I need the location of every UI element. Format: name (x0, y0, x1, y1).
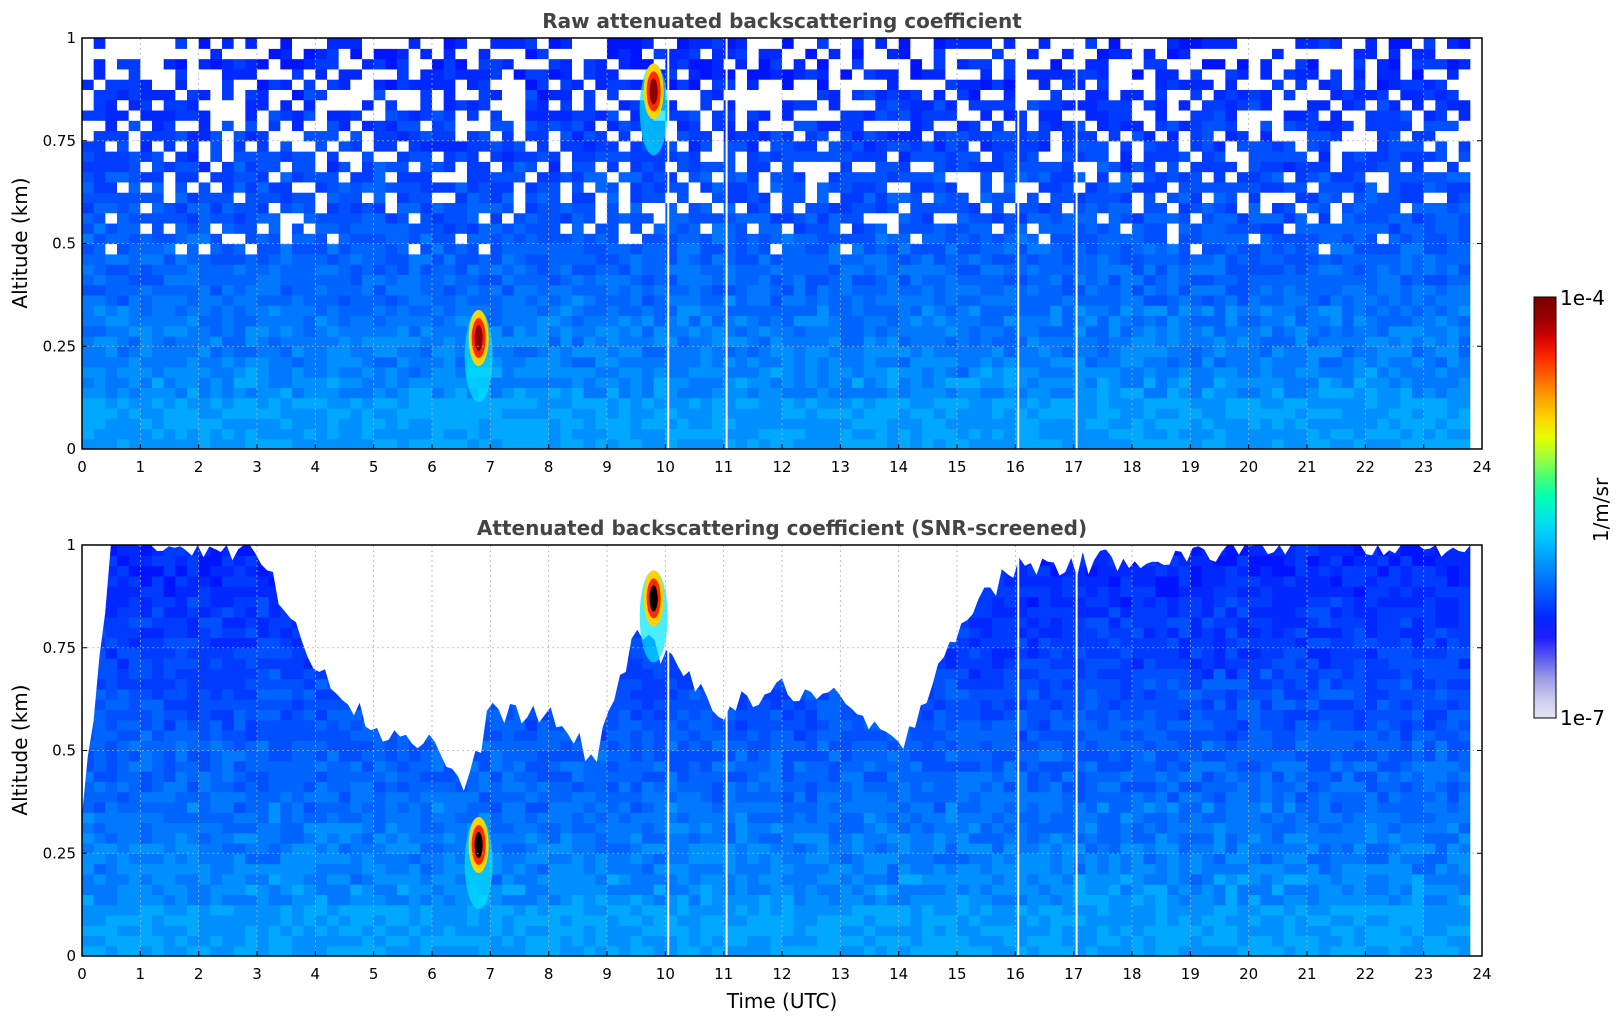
screened-region (82, 545, 1471, 816)
x-tick-label: 13 (831, 458, 850, 476)
x-tick-label: 18 (1122, 965, 1141, 983)
x-tick-label: 9 (602, 458, 612, 476)
x-tick-label: 0 (77, 965, 87, 983)
x-tick-label: 1 (136, 458, 146, 476)
x-tick-label: 3 (252, 965, 262, 983)
x-tick-label: 6 (427, 965, 437, 983)
colorbar-min-label: 1e-7 (1560, 706, 1605, 730)
x-tick-label: 23 (1414, 458, 1433, 476)
x-tick-label: 0 (77, 458, 87, 476)
x-tick-label: 11 (714, 965, 733, 983)
x-tick-label: 20 (1239, 965, 1258, 983)
y-axis-ticks: 0 0.25 0.5 0.75 1 (43, 536, 1482, 965)
x-tick-label: 20 (1239, 458, 1258, 476)
grid-lines (82, 545, 1482, 956)
y-tick-label: 1 (66, 536, 76, 554)
x-tick-label: 2 (194, 458, 204, 476)
x-tick-label: 10 (656, 458, 675, 476)
x-tick-label: 5 (369, 965, 379, 983)
x-tick-label: 10 (656, 965, 675, 983)
colorbar: 1e-4 1e-7 1/m/sr (1533, 286, 1613, 730)
x-tick-label: 16 (1006, 458, 1025, 476)
chart-panel-raw: Raw attenuated backscattering coefficien… (8, 9, 1492, 476)
x-tick-label: 15 (947, 458, 966, 476)
x-tick-label: 14 (889, 965, 908, 983)
colorbar-unit-label: 1/m/sr (1589, 477, 1613, 542)
heatmap-field (82, 545, 1482, 956)
x-tick-label: 19 (1181, 458, 1200, 476)
chart-panel-screened: Attenuated backscattering coefficient (S… (8, 516, 1492, 1013)
x-tick-label: 2 (194, 965, 204, 983)
x-axis-ticks: 0 1 2 3 4 5 6 7 8 9 10 11 12 13 14 15 16 17 18 19 20 21 22 23 24 (77, 444, 1492, 476)
y-tick-label: 0.25 (43, 337, 76, 355)
x-tick-label: 7 (486, 458, 496, 476)
feature-peak (649, 78, 658, 105)
x-tick-label: 17 (1064, 458, 1083, 476)
x-axis-label: Time (UTC) (726, 989, 838, 1013)
x-tick-label: 9 (602, 965, 612, 983)
x-tick-label: 22 (1356, 965, 1375, 983)
x-tick-label: 24 (1472, 458, 1491, 476)
chart-title: Raw attenuated backscattering coefficien… (542, 9, 1022, 33)
x-tick-label: 8 (544, 458, 554, 476)
y-tick-label: 0.25 (43, 844, 76, 862)
y-tick-label: 0.5 (52, 235, 76, 253)
data-gap (725, 38, 728, 449)
y-tick-label: 0.75 (43, 132, 76, 150)
x-tick-label: 21 (1297, 458, 1316, 476)
y-tick-label: 0.75 (43, 639, 76, 657)
grid-lines (82, 38, 1482, 449)
x-tick-label: 14 (889, 458, 908, 476)
x-tick-label: 12 (772, 965, 791, 983)
x-tick-label: 17 (1064, 965, 1083, 983)
colorbar-bar (1533, 296, 1557, 719)
x-tick-label: 7 (486, 965, 496, 983)
feature-peak (474, 832, 483, 859)
x-tick-label: 13 (831, 965, 850, 983)
x-tick-label: 12 (772, 458, 791, 476)
x-tick-label: 5 (369, 458, 379, 476)
heatmap-field (82, 38, 1482, 449)
y-axis-label: Altitude (km) (8, 684, 32, 815)
x-tick-label: 4 (311, 965, 321, 983)
x-tick-label: 6 (427, 458, 437, 476)
colorbar-max-label: 1e-4 (1560, 286, 1605, 310)
x-tick-label: 19 (1181, 965, 1200, 983)
feature-peak (649, 585, 658, 612)
y-tick-label: 0.5 (52, 742, 76, 760)
data-gap (1075, 38, 1078, 449)
x-tick-label: 21 (1297, 965, 1316, 983)
y-tick-label: 0 (66, 947, 76, 965)
x-tick-label: 18 (1122, 458, 1141, 476)
x-tick-label: 4 (311, 458, 321, 476)
y-axis-ticks: 0 0.25 0.5 0.75 1 (43, 29, 1482, 458)
x-tick-label: 15 (947, 965, 966, 983)
x-axis-ticks: 0 1 2 3 4 5 6 7 8 9 10 11 12 13 14 15 16 17 18 19 20 21 22 23 24 (77, 951, 1492, 983)
x-tick-label: 22 (1356, 458, 1375, 476)
x-tick-label: 3 (252, 458, 262, 476)
y-axis-label: Altitude (km) (8, 177, 32, 308)
x-tick-label: 1 (136, 965, 146, 983)
x-tick-label: 24 (1472, 965, 1491, 983)
feature-peak (474, 325, 483, 352)
data-gap (725, 545, 728, 956)
x-tick-label: 16 (1006, 965, 1025, 983)
x-tick-label: 8 (544, 965, 554, 983)
y-tick-label: 0 (66, 440, 76, 458)
chart-title: Attenuated backscattering coefficient (S… (477, 516, 1087, 540)
x-tick-label: 11 (714, 458, 733, 476)
x-tick-label: 23 (1414, 965, 1433, 983)
data-gap (1075, 545, 1078, 956)
y-tick-label: 1 (66, 29, 76, 47)
